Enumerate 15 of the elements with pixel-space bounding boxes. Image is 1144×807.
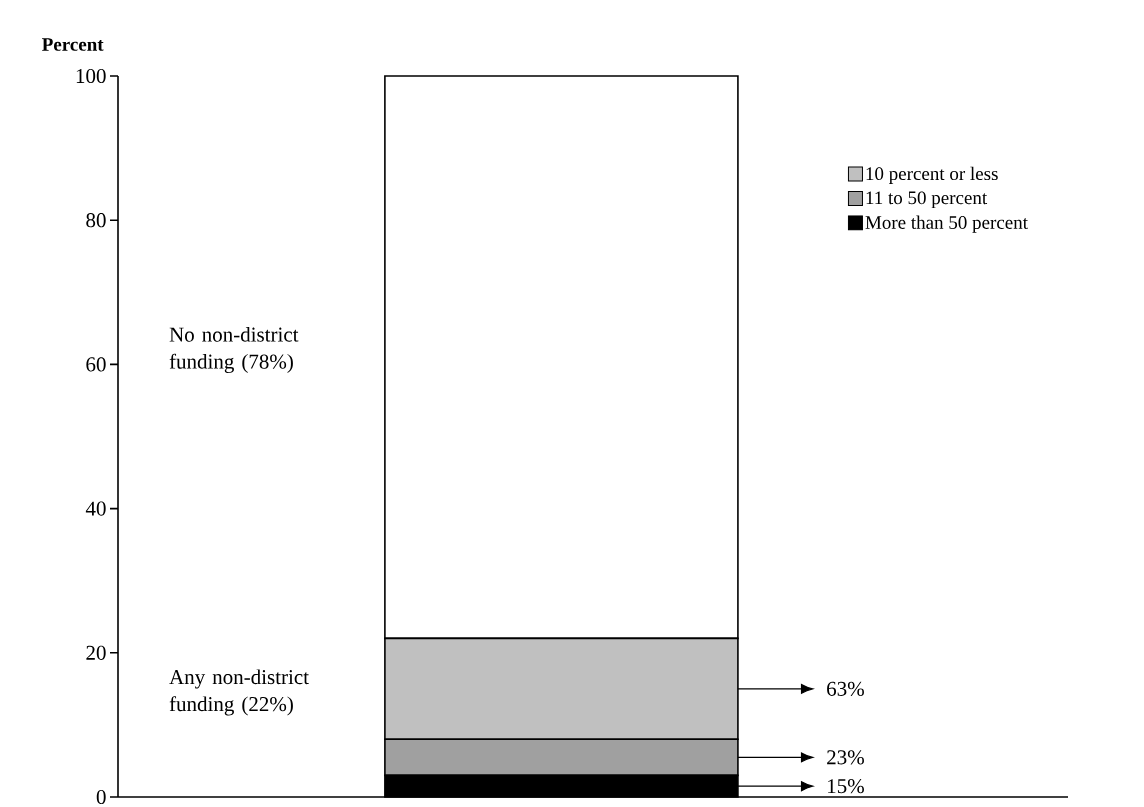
legend-label: 10 percent or less <box>866 166 998 184</box>
annotation: 63% <box>827 681 864 696</box>
y-axis-title: Percent <box>42 38 104 51</box>
annotation: Any non-district funding (22%) <box>169 669 309 716</box>
annotation: No non-district funding (78%) <box>169 326 299 374</box>
annotation: 15% <box>828 779 864 794</box>
y-tick-label: 20 <box>86 645 106 660</box>
y-tick-label: 80 <box>86 213 106 228</box>
annotation: 23% <box>827 750 864 765</box>
legend-label: 11 to 50 percent <box>866 191 988 209</box>
y-tick-label: 40 <box>85 501 106 516</box>
y-tick-label: 60 <box>86 357 106 372</box>
y-tick-label: 100 <box>76 68 106 84</box>
y-tick-label: 0 <box>96 789 106 805</box>
legend-label: More than 50 percent <box>865 215 1028 233</box>
